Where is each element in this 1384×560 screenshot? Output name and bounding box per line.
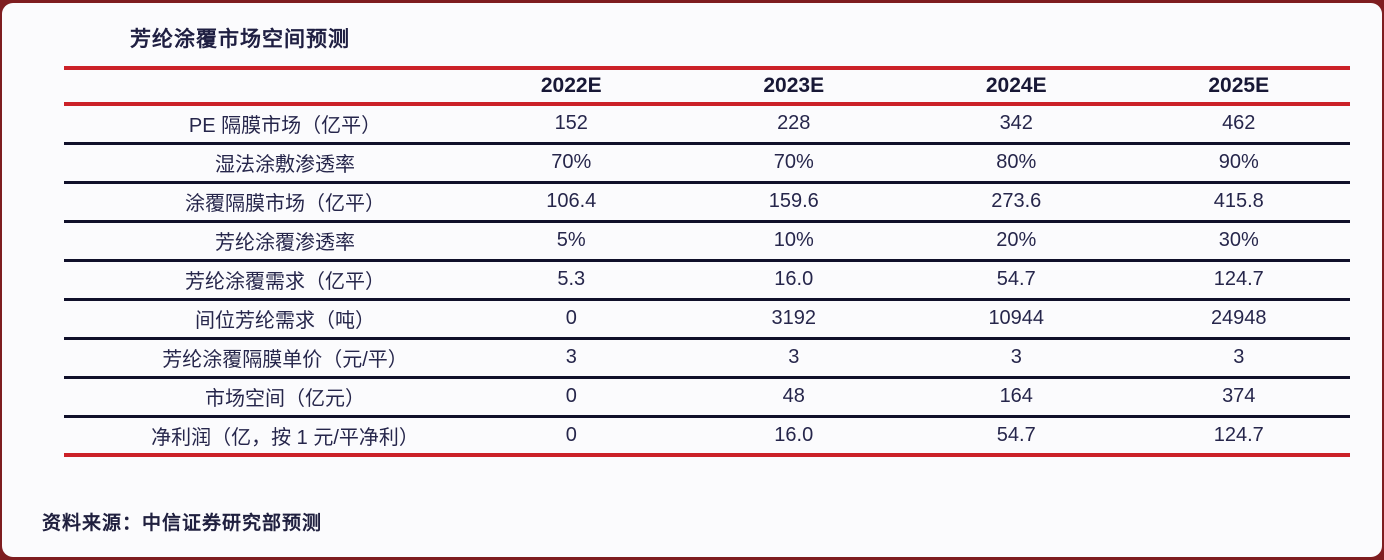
column-header: 2023E xyxy=(682,66,905,106)
cell-value: 10944 xyxy=(905,299,1128,340)
row-label: 芳纶涂覆需求（亿平） xyxy=(64,260,460,301)
cell-value: 0 xyxy=(460,377,683,418)
row-label: 净利润（亿，按 1 元/平净利） xyxy=(64,416,460,457)
cell-value: 5.3 xyxy=(460,260,683,301)
row-label: 市场空间（亿元） xyxy=(64,377,460,418)
row-label: 涂覆隔膜市场（亿平） xyxy=(64,182,460,223)
cell-value: 30% xyxy=(1127,221,1350,262)
row-label: 芳纶涂覆渗透率 xyxy=(64,221,460,262)
row-label: 芳纶涂覆隔膜单价（元/平） xyxy=(64,338,460,379)
row-label: 湿法涂敷渗透率 xyxy=(64,143,460,184)
table-row: 湿法涂敷渗透率 70% 70% 80% 90% xyxy=(64,143,1350,184)
cell-value: 0 xyxy=(460,299,683,340)
table-row: 市场空间（亿元） 0 48 164 374 xyxy=(64,377,1350,418)
cell-value: 415.8 xyxy=(1127,182,1350,223)
cell-value: 106.4 xyxy=(460,182,683,223)
cell-value: 70% xyxy=(682,143,905,184)
cell-value: 3 xyxy=(905,338,1128,379)
cell-value: 152 xyxy=(460,104,683,145)
cell-value: 3 xyxy=(682,338,905,379)
table-row: 芳纶涂覆渗透率 5% 10% 20% 30% xyxy=(64,221,1350,262)
cell-value: 3 xyxy=(1127,338,1350,379)
header-row: 2022E 2023E 2024E 2025E xyxy=(64,66,1350,106)
cell-value: 0 xyxy=(460,416,683,457)
forecast-table: 2022E 2023E 2024E 2025E PE 隔膜市场（亿平） 152 228 34… xyxy=(64,66,1350,457)
cell-value: 342 xyxy=(905,104,1128,145)
cell-value: 10% xyxy=(682,221,905,262)
cell-value: 54.7 xyxy=(905,260,1128,301)
table-card: 芳纶涂覆市场空间预测 2022E 2023E 2024E 2025E PE 隔膜市场（… xyxy=(2,3,1382,557)
cell-value: 3192 xyxy=(682,299,905,340)
cell-value: 164 xyxy=(905,377,1128,418)
cell-value: 48 xyxy=(682,377,905,418)
cell-value: 24948 xyxy=(1127,299,1350,340)
source-note: 资料来源：中信证券研究部预测 xyxy=(42,513,323,534)
cell-value: 228 xyxy=(682,104,905,145)
column-header: 2024E xyxy=(905,66,1128,106)
cell-value: 5% xyxy=(460,221,683,262)
cell-value: 90% xyxy=(1127,143,1350,184)
table-row: 芳纶涂覆隔膜单价（元/平） 3 3 3 3 xyxy=(64,338,1350,379)
column-header: 2022E xyxy=(460,66,683,106)
cell-value: 16.0 xyxy=(682,260,905,301)
cell-value: 54.7 xyxy=(905,416,1128,457)
cell-value: 273.6 xyxy=(905,182,1128,223)
table-row: PE 隔膜市场（亿平） 152 228 342 462 xyxy=(64,104,1350,145)
cell-value: 374 xyxy=(1127,377,1350,418)
cell-value: 462 xyxy=(1127,104,1350,145)
row-label: PE 隔膜市场（亿平） xyxy=(64,104,460,145)
table-row: 芳纶涂覆需求（亿平） 5.3 16.0 54.7 124.7 xyxy=(64,260,1350,301)
table-row: 净利润（亿，按 1 元/平净利） 0 16.0 54.7 124.7 xyxy=(64,416,1350,457)
cell-value: 80% xyxy=(905,143,1128,184)
cell-value: 124.7 xyxy=(1127,416,1350,457)
column-header: 2025E xyxy=(1127,66,1350,106)
table-body: PE 隔膜市场（亿平） 152 228 342 462 湿法涂敷渗透率 70% 70% 80% 9… xyxy=(64,104,1350,457)
cell-value: 20% xyxy=(905,221,1128,262)
cell-value: 124.7 xyxy=(1127,260,1350,301)
cell-value: 159.6 xyxy=(682,182,905,223)
row-label: 间位芳纶需求（吨） xyxy=(64,299,460,340)
cell-value: 70% xyxy=(460,143,683,184)
cell-value: 16.0 xyxy=(682,416,905,457)
table-row: 间位芳纶需求（吨） 0 3192 10944 24948 xyxy=(64,299,1350,340)
table-row: 涂覆隔膜市场（亿平） 106.4 159.6 273.6 415.8 xyxy=(64,182,1350,223)
cell-value: 3 xyxy=(460,338,683,379)
corner-cell xyxy=(64,66,460,106)
page-title: 芳纶涂覆市场空间预测 xyxy=(130,28,350,51)
